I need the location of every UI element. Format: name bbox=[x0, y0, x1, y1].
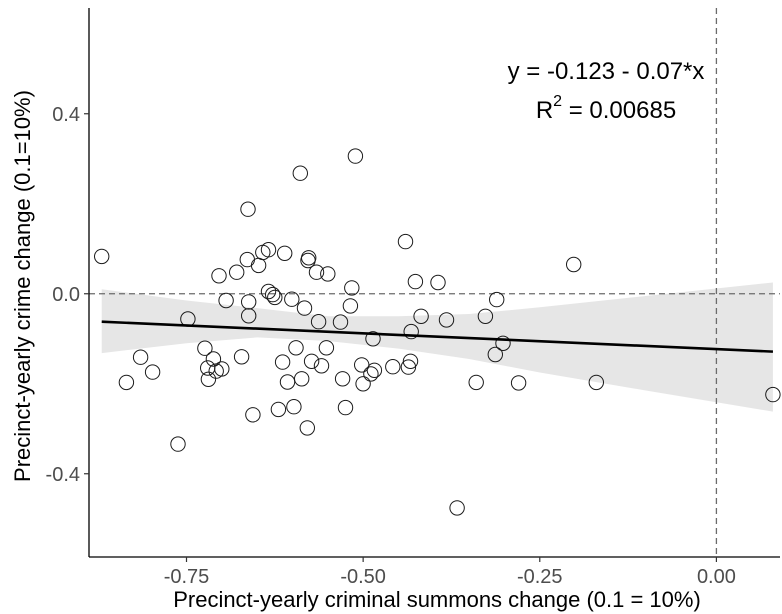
data-point bbox=[118, 374, 135, 391]
data-point bbox=[260, 242, 277, 258]
data-point bbox=[270, 401, 287, 418]
data-point bbox=[320, 266, 336, 282]
data-point bbox=[214, 361, 230, 377]
data-point bbox=[250, 257, 267, 274]
data-point bbox=[211, 268, 227, 284]
data-point bbox=[296, 300, 313, 316]
data-point bbox=[468, 374, 484, 391]
confidence-band-layer bbox=[101, 282, 773, 412]
data-point bbox=[363, 366, 379, 382]
reference-lines bbox=[89, 8, 780, 557]
data-point bbox=[397, 233, 414, 250]
x-tick-label: -0.75 bbox=[164, 566, 210, 588]
data-point bbox=[303, 353, 320, 369]
regression-line bbox=[101, 320, 773, 353]
data-point bbox=[588, 374, 604, 391]
data-point bbox=[94, 248, 110, 265]
data-point bbox=[342, 298, 359, 314]
data-point bbox=[400, 359, 417, 375]
data-point bbox=[265, 286, 281, 303]
data-point bbox=[299, 420, 315, 436]
data-point bbox=[279, 374, 296, 390]
data-point bbox=[170, 436, 186, 452]
data-point bbox=[385, 359, 401, 375]
data-point bbox=[310, 314, 327, 330]
x-axis-title: Precinct-yearly criminal summons change … bbox=[173, 587, 701, 612]
data-point bbox=[413, 308, 429, 324]
y-tick-label: 0.0 bbox=[52, 284, 80, 306]
data-point bbox=[430, 274, 446, 291]
data-point bbox=[294, 371, 310, 387]
data-point bbox=[267, 289, 283, 306]
confidence-band bbox=[101, 282, 773, 412]
y-tick-label: 0.4 bbox=[52, 104, 80, 126]
data-points bbox=[94, 148, 781, 516]
data-point bbox=[510, 375, 527, 391]
data-point bbox=[477, 308, 494, 324]
data-point bbox=[334, 371, 351, 387]
data-point bbox=[313, 358, 330, 374]
data-point bbox=[366, 362, 383, 378]
data-point bbox=[308, 264, 325, 280]
r-squared-annotation: R2 = 0.00685 bbox=[536, 93, 676, 124]
data-point bbox=[277, 245, 293, 262]
data-point bbox=[274, 354, 291, 370]
x-tick-label: -0.50 bbox=[340, 566, 386, 588]
data-point bbox=[205, 351, 222, 367]
data-point bbox=[218, 292, 234, 309]
y-tick-label: -0.4 bbox=[46, 464, 80, 486]
x-tick-label: 0.00 bbox=[697, 566, 736, 588]
axes bbox=[84, 8, 780, 562]
data-point bbox=[229, 264, 245, 280]
data-point bbox=[240, 201, 256, 217]
data-point bbox=[337, 399, 354, 416]
data-point bbox=[344, 280, 360, 296]
data-point bbox=[288, 340, 304, 356]
regression-equation: y = -0.123 - 0.07*x bbox=[508, 58, 705, 85]
data-point bbox=[407, 273, 424, 290]
data-point bbox=[403, 323, 419, 340]
tick-labels: -0.75 -0.50 -0.25 0.00 0.4 0.0 -0.4 bbox=[46, 104, 736, 588]
y-axis-title: Precinct-yearly crime change (0.1=10%) bbox=[10, 90, 35, 482]
data-point bbox=[239, 251, 256, 268]
data-point bbox=[332, 314, 349, 330]
data-point bbox=[347, 148, 364, 164]
data-point bbox=[200, 371, 217, 387]
data-point bbox=[365, 331, 381, 347]
data-point bbox=[245, 407, 261, 423]
data-point bbox=[489, 291, 505, 308]
data-point bbox=[449, 500, 465, 516]
data-point bbox=[144, 364, 161, 380]
data-point bbox=[132, 349, 149, 365]
x-tick-label: -0.25 bbox=[517, 566, 563, 588]
data-point bbox=[260, 283, 277, 300]
data-point bbox=[233, 349, 250, 365]
data-point bbox=[286, 399, 302, 415]
data-point bbox=[566, 256, 582, 273]
data-point bbox=[292, 165, 308, 181]
data-point bbox=[255, 244, 271, 261]
data-point bbox=[301, 250, 317, 266]
data-point bbox=[765, 386, 781, 403]
data-point bbox=[241, 294, 257, 310]
data-point bbox=[402, 353, 419, 369]
data-point bbox=[241, 308, 257, 324]
data-point bbox=[438, 312, 455, 328]
data-point bbox=[355, 376, 371, 392]
data-point bbox=[495, 335, 511, 351]
data-point bbox=[197, 340, 213, 356]
data-point bbox=[318, 340, 335, 356]
data-point bbox=[487, 346, 503, 363]
data-point bbox=[354, 357, 370, 373]
fit-line-layer bbox=[101, 320, 773, 353]
data-point bbox=[284, 291, 300, 307]
